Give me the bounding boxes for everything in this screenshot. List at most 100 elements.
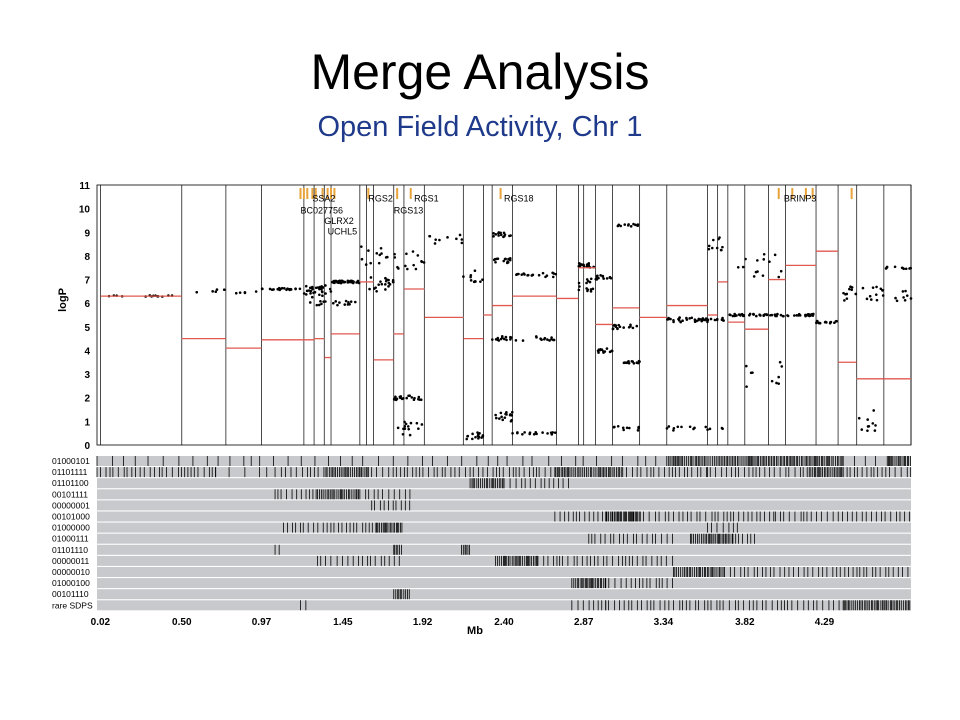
data-point bbox=[688, 317, 691, 320]
data-point bbox=[815, 321, 818, 325]
data-point bbox=[712, 238, 715, 242]
track-label: 01101111 bbox=[52, 467, 88, 477]
data-point bbox=[854, 292, 858, 296]
data-point bbox=[408, 433, 412, 437]
track-bar bbox=[97, 500, 911, 511]
data-point bbox=[850, 288, 854, 292]
data-point bbox=[804, 314, 807, 318]
data-point bbox=[850, 286, 854, 289]
data-point bbox=[481, 434, 485, 437]
data-point bbox=[497, 234, 500, 237]
data-point bbox=[401, 432, 405, 436]
data-point bbox=[707, 247, 711, 251]
data-point bbox=[309, 289, 313, 293]
data-point bbox=[368, 287, 371, 291]
track-bar bbox=[97, 589, 911, 600]
track-label: 01000000 bbox=[52, 523, 90, 533]
interval-boundaries bbox=[100, 185, 912, 445]
data-point bbox=[311, 287, 314, 291]
data-point bbox=[433, 242, 437, 245]
data-point bbox=[881, 288, 885, 292]
gene-label: BC027756 bbox=[301, 205, 344, 215]
data-point bbox=[844, 293, 847, 296]
data-point bbox=[438, 238, 441, 242]
data-point bbox=[391, 278, 395, 282]
data-point bbox=[214, 290, 218, 294]
data-point bbox=[411, 250, 415, 253]
data-point bbox=[585, 281, 588, 285]
data-point bbox=[294, 287, 297, 290]
data-point bbox=[545, 274, 549, 277]
gene-label: SSA2 bbox=[312, 194, 335, 204]
data-point bbox=[287, 287, 291, 291]
data-point bbox=[635, 324, 639, 328]
data-point bbox=[613, 425, 616, 429]
data-point bbox=[879, 287, 883, 291]
data-point bbox=[414, 267, 418, 271]
data-point bbox=[364, 263, 368, 266]
data-point bbox=[334, 279, 338, 283]
data-point bbox=[669, 317, 672, 321]
data-point bbox=[393, 256, 397, 259]
data-point bbox=[780, 365, 784, 368]
data-point bbox=[623, 361, 627, 364]
data-point bbox=[736, 265, 740, 269]
data-point bbox=[631, 326, 635, 330]
data-point bbox=[601, 275, 605, 278]
data-point bbox=[713, 318, 717, 322]
data-point bbox=[731, 314, 735, 318]
data-point bbox=[597, 351, 600, 354]
data-point bbox=[621, 426, 625, 430]
data-point bbox=[728, 313, 731, 317]
data-point bbox=[514, 339, 518, 342]
data-point bbox=[866, 429, 869, 432]
data-point bbox=[336, 303, 339, 307]
data-point bbox=[515, 272, 519, 276]
data-point bbox=[602, 350, 605, 353]
data-point bbox=[494, 413, 497, 417]
data-point bbox=[516, 431, 519, 435]
data-point bbox=[874, 424, 877, 427]
slide-title: Merge Analysis bbox=[310, 44, 650, 100]
track-bar bbox=[97, 456, 911, 466]
data-point bbox=[776, 312, 779, 316]
y-tick-label: 3 bbox=[84, 370, 90, 381]
data-point bbox=[298, 287, 302, 291]
data-point bbox=[902, 296, 905, 299]
data-point bbox=[535, 432, 538, 436]
data-point bbox=[685, 318, 689, 321]
data-point bbox=[704, 317, 708, 320]
snp-points bbox=[107, 222, 913, 441]
data-point bbox=[779, 269, 783, 273]
data-point bbox=[752, 312, 755, 316]
data-point bbox=[807, 312, 811, 316]
gene-label: RGS18 bbox=[504, 194, 534, 204]
data-point bbox=[243, 290, 247, 294]
data-point bbox=[492, 232, 495, 235]
data-point bbox=[324, 292, 327, 295]
data-point bbox=[510, 418, 513, 422]
data-point bbox=[280, 286, 284, 290]
data-point bbox=[678, 316, 681, 319]
data-point bbox=[526, 273, 530, 277]
data-point bbox=[417, 427, 420, 430]
data-point bbox=[320, 302, 323, 306]
data-point bbox=[419, 398, 423, 402]
data-point bbox=[779, 313, 783, 317]
data-point bbox=[455, 237, 458, 241]
data-point bbox=[595, 278, 599, 281]
data-point bbox=[577, 264, 581, 268]
data-point bbox=[873, 429, 877, 432]
data-point bbox=[553, 431, 557, 434]
track-label: 00000001 bbox=[52, 500, 90, 510]
data-point bbox=[234, 291, 238, 295]
data-point bbox=[679, 320, 682, 324]
data-point bbox=[626, 360, 630, 364]
data-point bbox=[403, 420, 406, 424]
data-point bbox=[308, 286, 312, 290]
data-point bbox=[908, 267, 911, 270]
data-point bbox=[548, 339, 551, 342]
data-point bbox=[693, 320, 697, 324]
data-point bbox=[428, 234, 432, 238]
